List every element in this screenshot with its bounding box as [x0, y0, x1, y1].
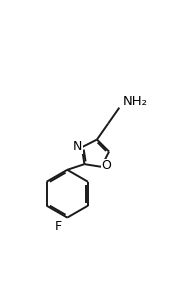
- Text: N: N: [73, 140, 82, 153]
- Text: O: O: [102, 159, 112, 173]
- Text: F: F: [55, 220, 62, 233]
- Text: NH₂: NH₂: [123, 95, 148, 108]
